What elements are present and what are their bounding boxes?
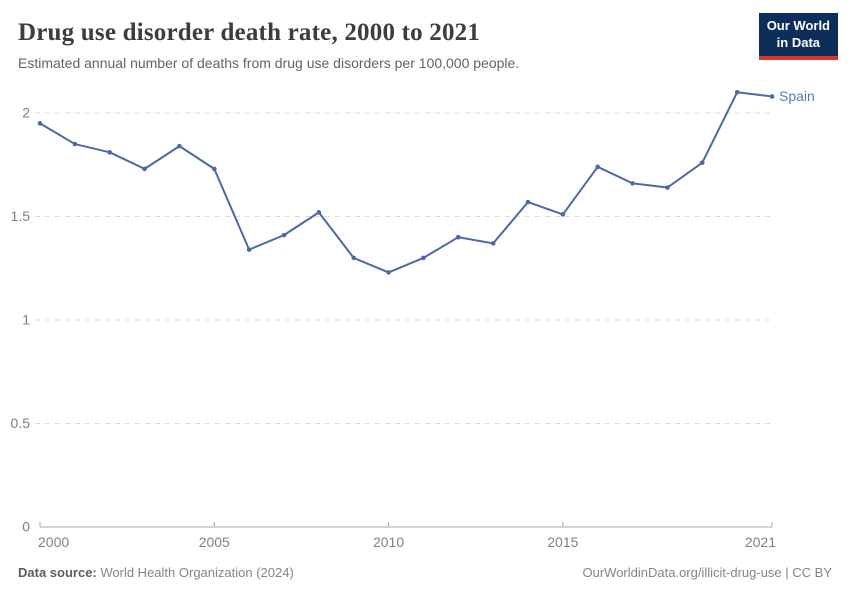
chart-title: Drug use disorder death rate, 2000 to 20… [18, 19, 481, 46]
chart-canvas: 0 0.5 1 1.5 2 2000 2005 2010 2015 2021 Spain [11, 88, 815, 550]
data-point-2000 [37, 121, 43, 126]
data-point-2016 [595, 164, 601, 170]
data-point-2007 [281, 232, 287, 238]
data-point-2004 [177, 143, 182, 149]
chart-footer: Data source: World Health Organization (… [0, 565, 850, 580]
x-tick-label-2021: 2021 [745, 534, 776, 550]
data-point-2012 [455, 234, 461, 240]
x-tick-label-2010: 2010 [373, 534, 404, 550]
owid-logo-line2: in Data [776, 34, 821, 50]
data-point-2005 [211, 166, 217, 172]
data-source-label: Data source: [18, 565, 97, 580]
data-point-2020 [734, 90, 740, 95]
owid-logo[interactable]: Our World in Data [758, 13, 838, 60]
series-label-spain: Spain [779, 88, 815, 104]
data-point-2009 [351, 255, 357, 261]
y-tick-label-1: 1 [22, 312, 30, 328]
data-point-2014 [525, 199, 531, 205]
data-source-text: World Health Organization (2024) [96, 565, 294, 580]
data-point-2002 [107, 150, 113, 155]
y-tick-label-0.5: 0.5 [11, 415, 31, 431]
x-tick-label-2005: 2005 [199, 534, 230, 550]
data-point-2015 [560, 212, 566, 217]
data-source-note: Data source: World Health Organization (… [18, 565, 294, 580]
data-point-2011 [421, 255, 426, 261]
chart-subtitle: Estimated annual number of deaths from d… [18, 55, 520, 71]
chart-header: Drug use disorder death rate, 2000 to 20… [0, 0, 850, 72]
data-point-2010 [386, 270, 391, 275]
y-tick-label-0: 0 [22, 519, 30, 535]
data-point-2001 [72, 141, 78, 147]
data-point-2006 [246, 247, 252, 252]
data-point-2017 [630, 181, 635, 186]
data-point-2003 [142, 166, 147, 172]
data-point-2021 [769, 94, 775, 99]
data-point-2019 [699, 160, 705, 165]
data-point-2018 [665, 185, 670, 190]
y-tick-label-2: 2 [22, 105, 30, 121]
x-tick-label-2015: 2015 [547, 534, 578, 550]
chart-line-spain [39, 91, 773, 274]
owid-credit-link[interactable]: OurWorldinData.org/illicit-drug-use | CC… [582, 565, 833, 580]
y-tick-label-1.5: 1.5 [11, 208, 31, 224]
data-point-2013 [490, 241, 496, 246]
owid-logo-line1: Our World [766, 18, 830, 33]
data-point-2008 [316, 210, 322, 215]
x-tick-label-2000: 2000 [38, 534, 69, 550]
chart-area: 0 0.5 1 1.5 2 2000 2005 2010 2015 2021 Spain [0, 85, 850, 555]
